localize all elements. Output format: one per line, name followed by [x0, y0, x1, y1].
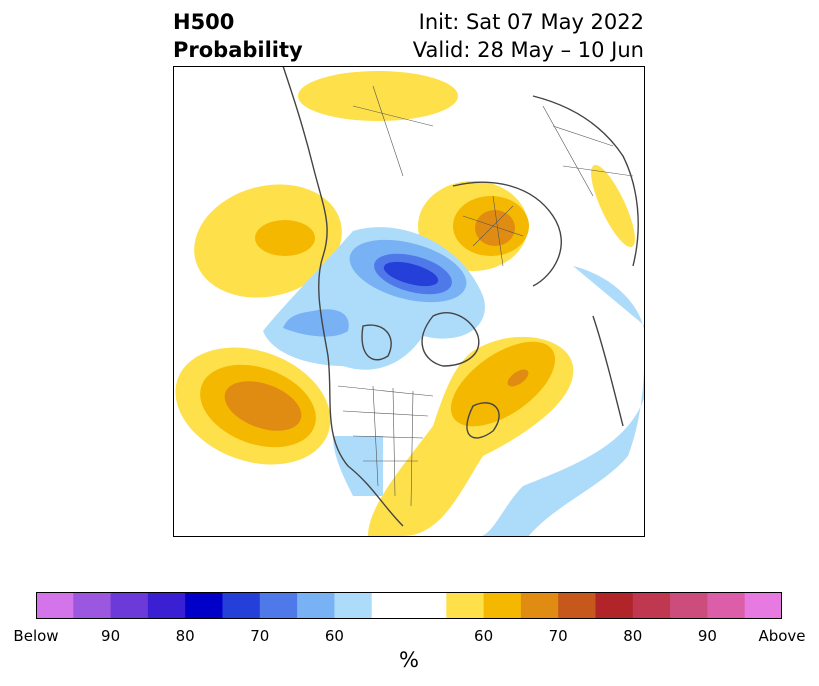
colorbar-tick-label: 80	[175, 627, 195, 645]
map-title: H500 Probability	[173, 8, 303, 64]
colorbar-swatch	[147, 592, 186, 619]
colorbar-swatch	[483, 592, 522, 619]
colorbar-swatch	[36, 592, 74, 619]
colorbar-swatch	[222, 592, 261, 619]
valid-range: Valid: 28 May – 10 Jun	[412, 38, 644, 62]
probability-map	[173, 66, 645, 537]
political-borders	[337, 85, 634, 507]
colorbar-border	[36, 592, 782, 619]
init-date: Init: Sat 07 May 2022	[418, 10, 644, 34]
colorbar-swatch	[520, 592, 559, 619]
colorbar-swatch	[632, 592, 671, 619]
coastlines	[282, 66, 639, 527]
colorbar	[36, 592, 782, 619]
product-label: Probability	[173, 38, 303, 62]
colorbar-tick-label: 70	[548, 627, 568, 645]
below-normal-shading	[263, 227, 645, 537]
colorbar-tick-label: 60	[474, 627, 494, 645]
colorbar-swatch	[670, 592, 708, 619]
colorbar-tick-label: Below	[13, 627, 59, 645]
colorbar-tick-label: 90	[697, 627, 717, 645]
colorbar-swatch	[446, 592, 485, 619]
colorbar-swatch	[185, 592, 223, 619]
colorbar-swatch	[744, 592, 782, 619]
colorbar-tick-label: 90	[101, 627, 121, 645]
colorbar-tick-label: 70	[250, 627, 270, 645]
variable-label: H500	[173, 10, 235, 34]
colorbar-tick-label: 80	[623, 627, 643, 645]
colorbar-swatch	[595, 592, 634, 619]
colorbar-swatch	[371, 592, 410, 619]
map-dates: Init: Sat 07 May 2022 Valid: 28 May – 10…	[413, 8, 644, 64]
colorbar-unit: %	[399, 648, 419, 672]
colorbar-swatch	[259, 592, 298, 619]
colorbar-tick-label: 60	[324, 627, 344, 645]
colorbar-swatch	[558, 592, 596, 619]
colorbar-swatch	[110, 592, 149, 619]
colorbar-swatch	[73, 592, 112, 619]
colorbar-swatch	[297, 592, 335, 619]
colorbar-swatch	[409, 592, 447, 619]
colorbar-swatch	[334, 592, 373, 619]
colorbar-tick-label: Above	[758, 627, 806, 645]
colorbar-swatch	[707, 592, 746, 619]
